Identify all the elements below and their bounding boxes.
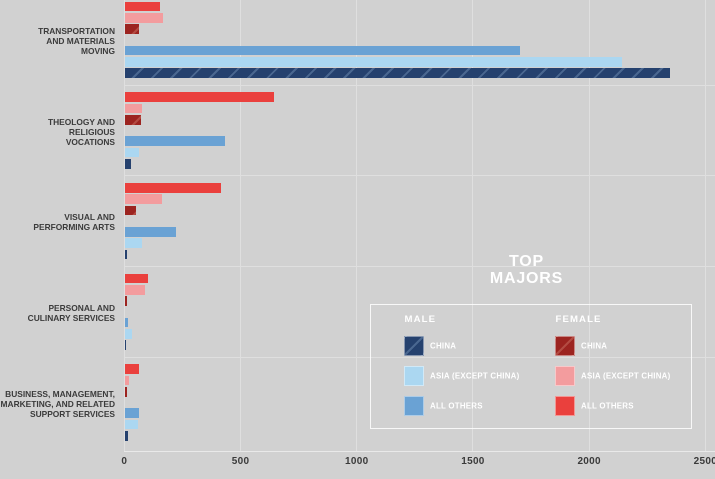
category-label: BUSINESS, MANAGEMENT, MARKETING, AND RELA… [1, 389, 115, 419]
legend-header-male: MALE [404, 314, 437, 325]
category-label-line: MARKETING, AND RELATED [0, 398, 115, 409]
bar-male_china [124, 159, 131, 169]
category-label-line: AND MATERIALS [46, 35, 115, 46]
gridline-vertical [123, 0, 125, 451]
legend-swatch-male_all_others [403, 395, 424, 416]
legend-label-male_china: CHINA [430, 341, 457, 351]
gridline-vertical [588, 0, 590, 451]
x-axis-tick-label: 0 [121, 456, 128, 467]
x-axis-tick-label: 1000 [345, 456, 369, 467]
category-label-line: VOCATIONS [65, 136, 115, 147]
bar-male_asia [124, 419, 138, 430]
legend-header-female: FEMALE [555, 314, 602, 325]
legend-label-male_asia: ASIA (EXCEPT CHINA) [430, 371, 520, 381]
category-label-line: SUPPORT SERVICES [29, 408, 115, 419]
bar-female_china [124, 205, 137, 216]
category-label-line: MOVING [81, 45, 115, 56]
legend-item-female_all_others: ALL OTHERS [554, 395, 695, 416]
bar-female_china [124, 115, 142, 125]
bar-female_china [124, 24, 139, 35]
x-axis-tick-label: 1500 [461, 456, 485, 467]
bar-female_asia [124, 285, 145, 295]
category-label: PERSONAL AND CULINARY SERVICES [28, 303, 115, 323]
bar-female_asia [124, 375, 130, 386]
category-label: THEOLOGY AND RELIGIOUS VOCATIONS [48, 117, 115, 147]
bar-female_china [124, 387, 128, 397]
legend-item-male_all_others: ALL OTHERS [403, 395, 544, 416]
bar-male_all_others [124, 45, 520, 56]
bar-male_all_others [124, 317, 129, 328]
legend-label-female_asia: ASIA (EXCEPT CHINA) [581, 371, 671, 381]
bar-male_asia [124, 56, 623, 67]
gridline-horizontal [124, 265, 715, 267]
bar-male_asia [124, 238, 143, 249]
bar-male_asia [124, 147, 139, 158]
category-label-line: CULINARY SERVICES [27, 312, 115, 323]
legend-label-male_all_others: ALL OTHERS [430, 401, 483, 411]
bar-female_china [124, 296, 128, 307]
category-label: VISUAL AND PERFORMING ARTS [33, 212, 115, 232]
bar-female_asia [124, 194, 162, 205]
category-label-line: VISUAL AND [64, 212, 115, 223]
gridline-horizontal [124, 356, 715, 358]
gridline-horizontal [124, 84, 715, 86]
category-label-line: THEOLOGY AND [47, 116, 115, 127]
bar-male_all_others [124, 136, 225, 146]
bar-male_china [124, 249, 128, 260]
bar-female_all_others [124, 1, 160, 12]
bar-male_all_others [124, 408, 139, 419]
bar-female_all_others [124, 92, 274, 102]
legend-item-female_china: CHINA [554, 336, 695, 356]
legend-label-female_china: CHINA [581, 341, 608, 351]
legend-item-male_china: CHINA [403, 336, 544, 356]
bar-female_asia [124, 12, 164, 23]
legend-label-female_all_others: ALL OTHERS [581, 401, 634, 411]
legend-swatch-male_china [403, 336, 424, 356]
bar-female_all_others [124, 273, 149, 284]
gridline-vertical [704, 0, 706, 451]
category-label-line: BUSINESS, MANAGEMENT, [5, 388, 115, 399]
chart-title-line-1: TOP [508, 252, 545, 270]
bar-male_all_others [124, 226, 176, 237]
legend-swatch-female_all_others [554, 395, 575, 416]
bar-female_all_others [124, 364, 139, 375]
chart-title-line-2: MAJORS [489, 269, 564, 287]
x-axis-tick-label: 2000 [577, 456, 601, 467]
gridline-vertical [472, 0, 474, 451]
gridline-horizontal [124, 175, 715, 177]
category-label-line: TRANSPORTATION [38, 25, 115, 36]
bar-female_asia [124, 103, 143, 114]
legend: MALE CHINA ASIA (EXCEPT CHINA) ALL OTHERS FE… [369, 303, 695, 429]
x-axis-tick-label: 500 [231, 456, 250, 467]
bar-male_china [124, 340, 126, 351]
bar-male_china [124, 68, 670, 79]
gridline-vertical [240, 0, 242, 451]
category-label-line: RELIGIOUS [68, 126, 115, 137]
category-label-line: PERSONAL AND [48, 302, 115, 313]
legend-item-female_asia: ASIA (EXCEPT CHINA) [554, 365, 695, 386]
bar-male_asia [124, 329, 132, 339]
gridline-vertical [356, 0, 358, 451]
x-axis-tick-label: 2500 [693, 456, 715, 467]
legend-item-male_asia: ASIA (EXCEPT CHINA) [403, 365, 544, 386]
legend-swatch-male_asia [403, 365, 424, 386]
chart-title: TOP MAJORS [490, 253, 563, 288]
bar-male_china [124, 431, 129, 441]
legend-swatch-female_asia [554, 365, 575, 386]
bar-female_all_others [124, 182, 222, 193]
category-label: TRANSPORTATION AND MATERIALS MOVING [38, 26, 115, 56]
category-label-line: PERFORMING ARTS [33, 222, 115, 233]
legend-swatch-female_china [554, 336, 575, 356]
x-axis-line [124, 450, 715, 452]
